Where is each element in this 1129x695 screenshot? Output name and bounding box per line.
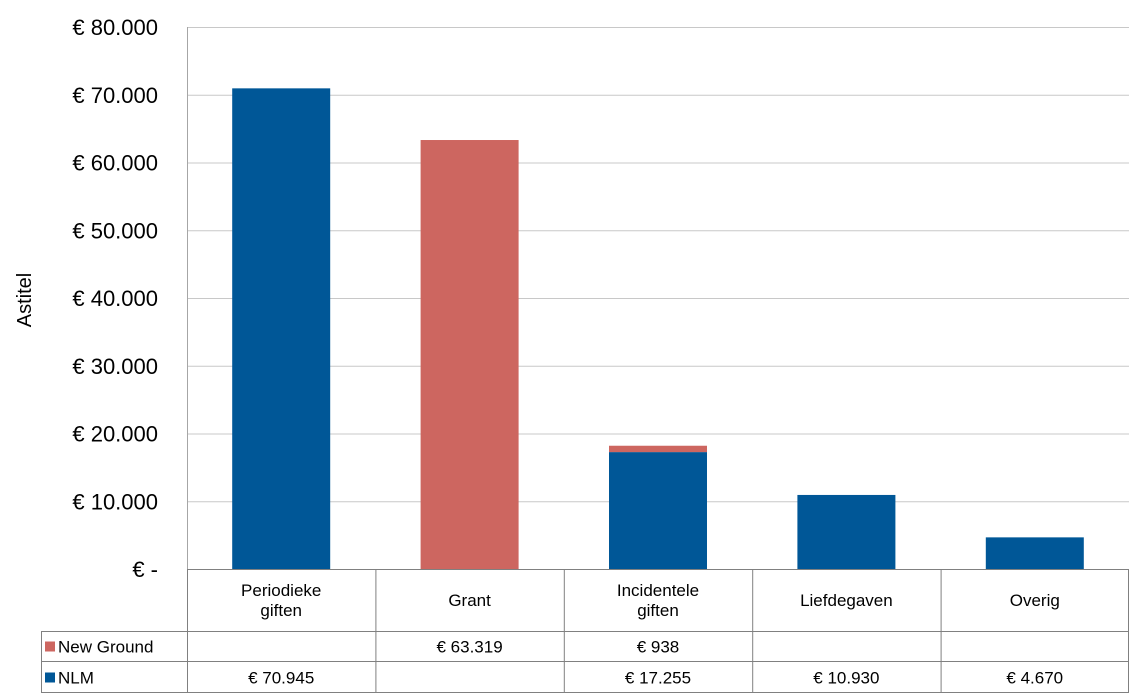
- data-label: € 938: [637, 638, 680, 657]
- legend-label: NLM: [58, 669, 94, 688]
- y-tick-label: € 40.000: [72, 286, 158, 311]
- legend-swatch: [45, 672, 55, 683]
- y-tick-label: € 80.000: [72, 15, 158, 40]
- y-tick-label: € 70.000: [72, 83, 158, 108]
- legend-swatch: [45, 641, 55, 652]
- x-tick-label: Periodieke giften: [241, 581, 321, 620]
- bar: [609, 445, 707, 453]
- bar: [232, 88, 331, 569]
- y-tick-label: € -: [132, 557, 158, 582]
- y-tick-label: € 60.000: [72, 151, 158, 176]
- data-label: € 17.255: [625, 669, 691, 688]
- legend-label: New Ground: [58, 638, 153, 657]
- y-axis-title: Astitel: [14, 273, 36, 327]
- x-tick-label: Liefdegaven: [800, 591, 893, 610]
- bar: [985, 537, 1084, 569]
- bar: [609, 452, 707, 569]
- y-tick-label: € 50.000: [72, 218, 158, 243]
- data-label: € 4.670: [1006, 669, 1063, 688]
- bars: [232, 88, 1084, 569]
- bar: [420, 140, 519, 569]
- bar: [797, 494, 896, 569]
- data-label: € 63.319: [437, 638, 503, 657]
- y-tick-label: € 20.000: [72, 422, 158, 447]
- y-tick-label: € 10.000: [72, 489, 158, 514]
- data-label: € 10.930: [813, 669, 879, 688]
- x-tick-label: Grant: [448, 591, 491, 610]
- y-axis-ticks: € - € 10.000 € 20.000 € 30.000 € 40.000 € 50.…: [72, 15, 158, 582]
- x-tick-label: Incidentele giften: [617, 581, 699, 620]
- x-tick-label: Overig: [1010, 591, 1060, 610]
- gridlines: [187, 27, 1129, 569]
- data-label: € 70.945: [248, 669, 314, 688]
- data-table: Periodieke giften Grant Incidentele giften Li…: [41, 569, 1129, 693]
- y-tick-label: € 30.000: [72, 354, 158, 379]
